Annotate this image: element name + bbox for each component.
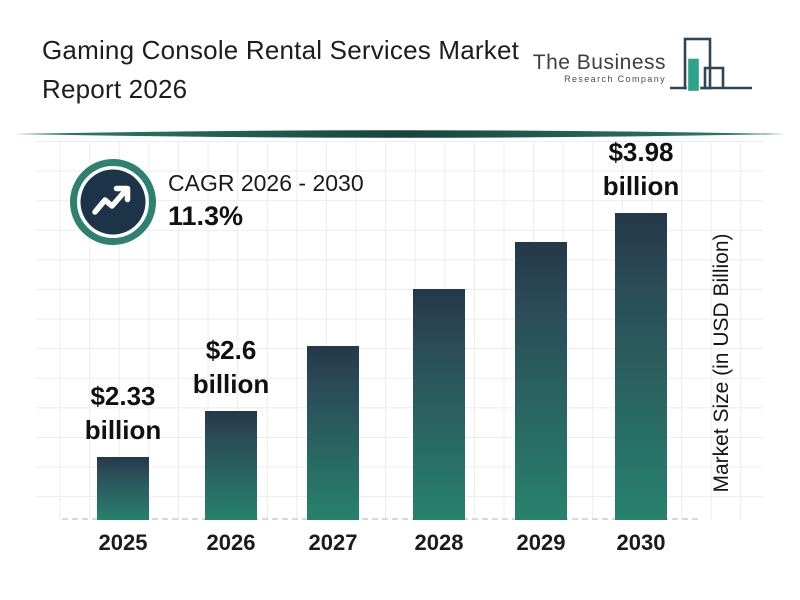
value-label-2030: $3.98 billion xyxy=(602,137,680,201)
company-logo-text: The Business Research Company xyxy=(533,52,666,85)
bar-2025 xyxy=(97,457,149,520)
trend-up-icon xyxy=(69,158,157,251)
divider-line xyxy=(0,126,800,142)
bar-2030 xyxy=(615,213,667,520)
title-line-2: Report 2026 xyxy=(42,74,188,104)
bar-2028 xyxy=(413,289,465,520)
x-tick-2028: 2028 xyxy=(414,530,464,555)
company-name: The Business xyxy=(532,51,666,74)
bar-2029 xyxy=(515,242,567,520)
x-tick-2029: 2029 xyxy=(516,530,566,555)
bar-2026 xyxy=(205,411,257,520)
value-label-2025: $2.33 billion xyxy=(84,381,162,445)
y-axis-label: Market Size (in USD Billion) xyxy=(710,233,733,493)
x-axis-baseline xyxy=(62,518,698,520)
x-tick-2030: 2030 xyxy=(616,530,666,555)
x-tick-2025: 2025 xyxy=(98,530,148,555)
x-tick-2026: 2026 xyxy=(206,530,256,555)
company-subtitle: Research Company xyxy=(564,74,666,84)
cagr-value: 11.3% xyxy=(168,201,244,231)
company-logo: The Business Research Company xyxy=(533,26,756,101)
x-tick-2027: 2027 xyxy=(308,530,358,555)
bar-2027 xyxy=(307,346,359,520)
title-line-1: Gaming Console Rental Services Market xyxy=(42,35,520,65)
page-title: Gaming Console Rental Services Market Re… xyxy=(42,31,519,109)
value-label-2026: $2.6 billion xyxy=(192,335,270,399)
bar-chart-logo-icon xyxy=(668,26,756,101)
cagr-period-label: CAGR 2026 - 2030 xyxy=(168,170,364,196)
